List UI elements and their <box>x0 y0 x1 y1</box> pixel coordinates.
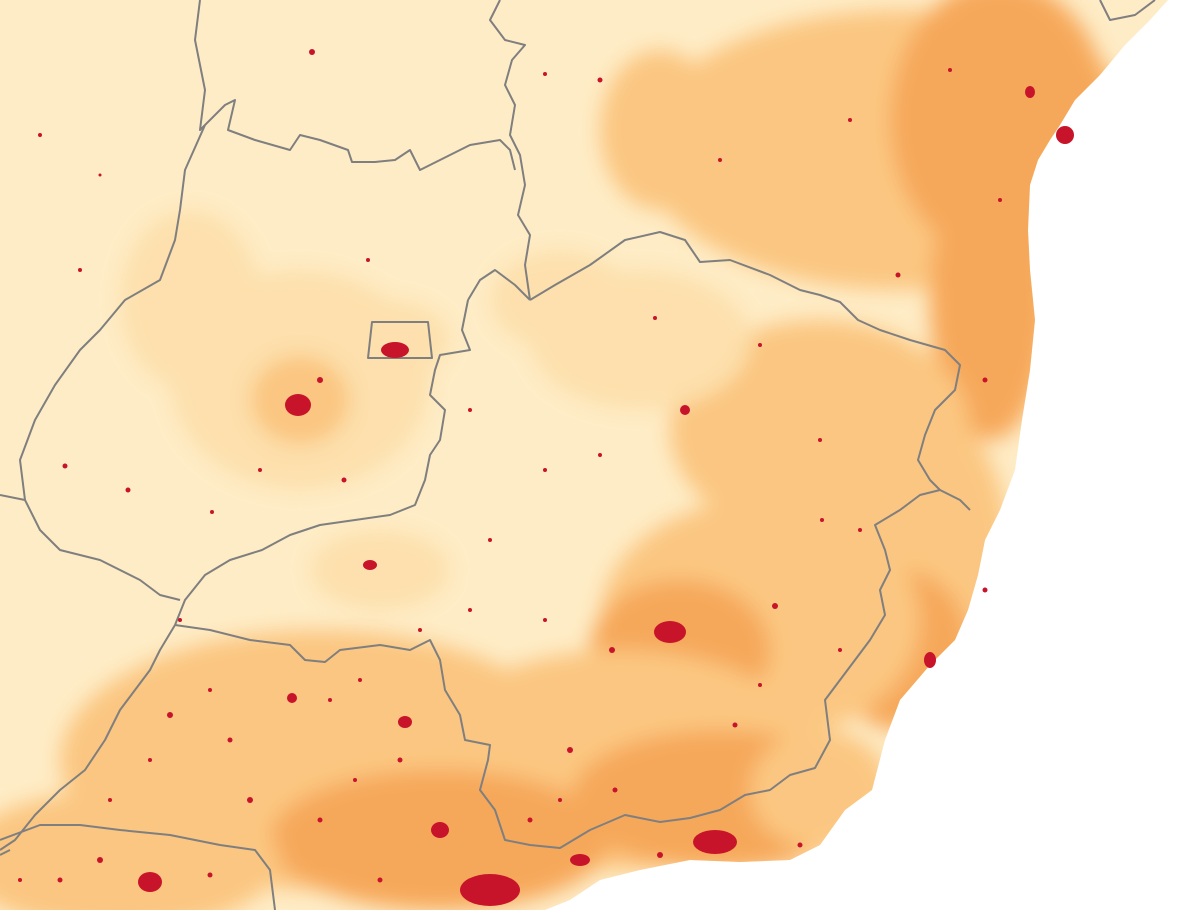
settlement-dots <box>18 49 1002 883</box>
urban-cluster <box>680 405 690 415</box>
urban-cluster <box>570 854 590 866</box>
urban-cluster <box>285 394 311 416</box>
urban-cluster <box>381 342 409 358</box>
urban-cluster <box>460 874 520 906</box>
urban-cluster <box>431 822 449 838</box>
urban-cluster <box>924 652 936 668</box>
urban-cluster <box>1025 86 1035 98</box>
state-borders <box>0 0 1156 910</box>
urban-cluster <box>138 872 162 892</box>
urban-cluster <box>654 621 686 643</box>
urban-cluster <box>363 560 377 570</box>
urban-areas <box>18 49 1074 906</box>
urban-cluster <box>693 830 737 854</box>
urban-cluster <box>287 693 297 703</box>
urban-cluster <box>398 716 412 728</box>
urban-cluster <box>1056 126 1074 144</box>
